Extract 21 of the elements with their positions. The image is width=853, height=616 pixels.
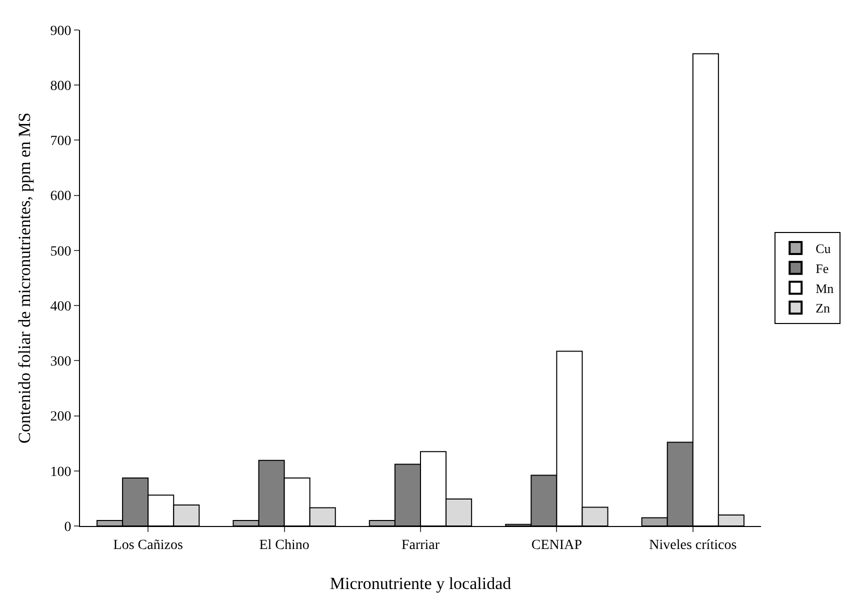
y-tick-label: 900 bbox=[50, 24, 72, 39]
y-tick-label: 200 bbox=[50, 410, 72, 425]
legend-label: Fe bbox=[816, 260, 829, 276]
x-tick-label: Los Cañizos bbox=[113, 538, 183, 553]
y-tick-label: 100 bbox=[50, 464, 72, 480]
y-tick-label: 400 bbox=[50, 299, 72, 314]
legend-label: Cu bbox=[816, 241, 832, 256]
y-tick-label: 300 bbox=[50, 354, 72, 370]
y-tick-label: 800 bbox=[50, 79, 72, 94]
y-axis-title: Contenido foliar de micronutrientes, ppm en MS bbox=[14, 112, 34, 444]
x-tick-label: Niveles críticos bbox=[649, 538, 737, 553]
x-tick-label: CENIAP bbox=[531, 538, 582, 553]
x-tick-label: Farriar bbox=[401, 538, 440, 553]
y-tick-label: 500 bbox=[50, 244, 72, 260]
y-tick-label: 0 bbox=[64, 520, 72, 535]
y-tick-label: 600 bbox=[50, 189, 72, 204]
y-tick-label: 700 bbox=[50, 134, 72, 150]
legend-label: Mn bbox=[816, 280, 834, 296]
x-axis-title: Micronutriente y localidad bbox=[330, 574, 512, 594]
x-tick-label: El Chino bbox=[259, 538, 310, 553]
legend-label: Zn bbox=[816, 300, 831, 316]
